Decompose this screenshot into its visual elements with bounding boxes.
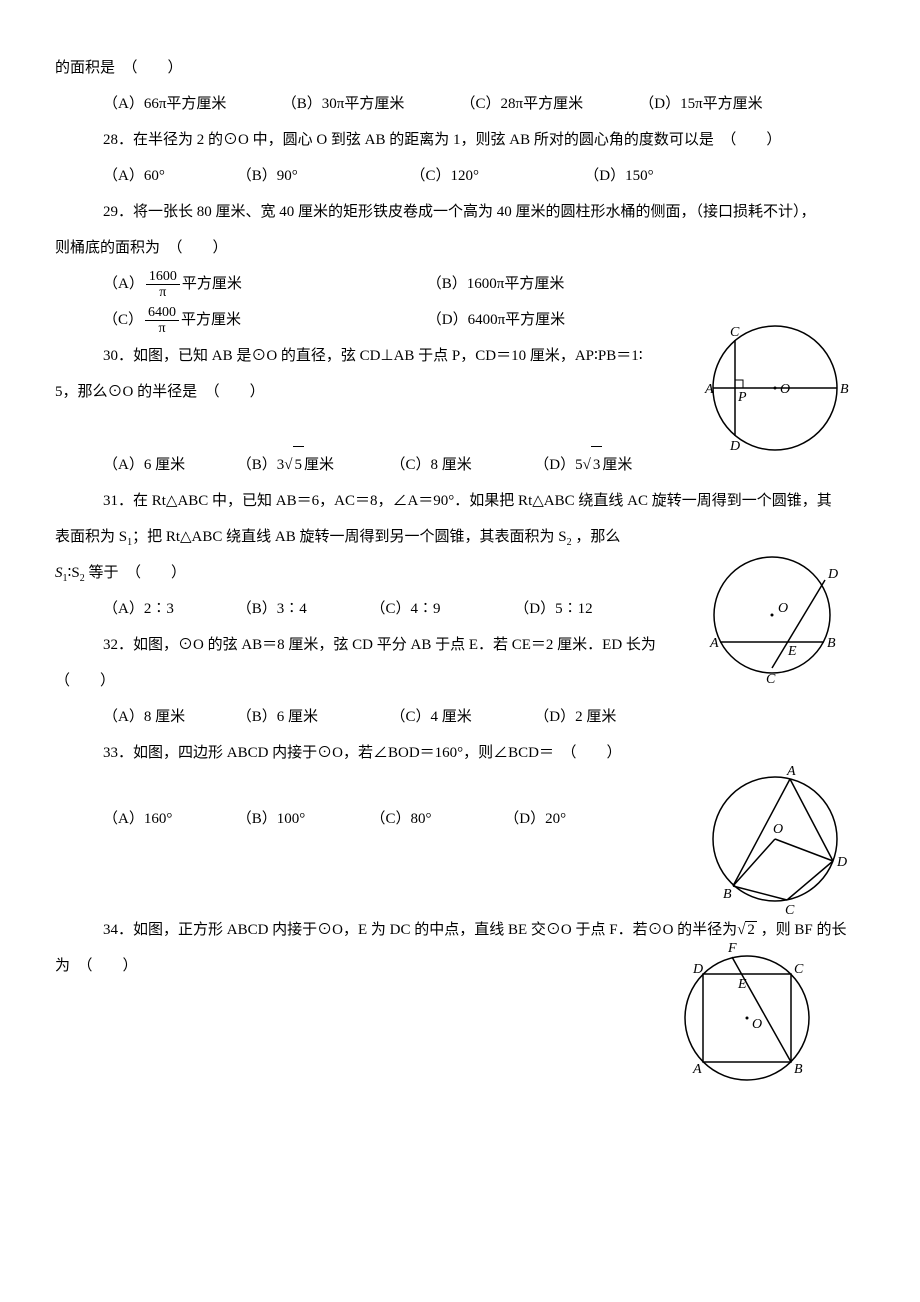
q31-opt-d: （D）5∶12 — [514, 591, 592, 627]
svg-text:B: B — [794, 1062, 803, 1077]
q32-options: （A）8 厘米 （B）6 厘米 （C）4 厘米 （D）2 厘米 — [55, 699, 865, 735]
q30-opt-c: （C）8 厘米 — [391, 447, 531, 483]
q30-d-pre: （D）5 — [534, 447, 582, 483]
svg-text:D: D — [827, 567, 838, 582]
q31-opt-c: （C）4∶9 — [371, 591, 511, 627]
q27-stem-tail: 的面积是 （ ） — [55, 50, 865, 86]
svg-text:O: O — [780, 382, 790, 397]
q30-figure: A B C D P O — [680, 318, 855, 477]
q29-c-den: π — [145, 321, 179, 336]
svg-text:A: A — [709, 636, 719, 651]
svg-text:C: C — [794, 962, 804, 977]
q27-opt-a: （A）66π平方厘米 — [103, 86, 278, 122]
q27-options: （A）66π平方厘米 （B）30π平方厘米 （C）28π平方厘米 （D）15π平… — [55, 86, 865, 122]
q34-rad: 2 — [745, 921, 757, 938]
q33-opt-c: （C）80° — [371, 801, 501, 837]
svg-text:B: B — [723, 887, 732, 902]
q29-a-pre: （A） — [103, 266, 144, 302]
svg-text:A: A — [692, 1062, 702, 1077]
q29-a-den: π — [146, 285, 180, 300]
q28-stem: 28．在半径为 2 的⊙O 中，圆心 O 到弦 AB 的距离为 1，则弦 AB … — [55, 122, 865, 158]
q32-figure: A B C D E O — [690, 550, 855, 704]
q31-s3-pre: S — [55, 565, 63, 581]
q31-opt-a: （A）2∶3 — [103, 591, 233, 627]
q29-c-num: 6400 — [145, 305, 179, 321]
svg-text:D: D — [692, 962, 703, 977]
q31-s2-pre: 表面积为 S — [55, 529, 127, 545]
q34-figure: A B C D E F O — [670, 938, 825, 1107]
svg-text:C: C — [730, 325, 740, 340]
svg-text:E: E — [787, 644, 797, 659]
q30-d-sqrt: 3 — [583, 446, 603, 483]
q30-b-rad: 5 — [293, 446, 305, 483]
q32-opt-d: （D）2 厘米 — [534, 699, 616, 735]
q28-opt-d: （D）150° — [584, 158, 653, 194]
q31-s3-post: 等于 （ ） — [85, 565, 186, 581]
svg-text:O: O — [778, 601, 788, 616]
q29-stem-line2: 则桶底的面积为 （ ） — [55, 230, 865, 266]
q31-stem-line1: 31．在 Rt△ABC 中，已知 AB＝6，AC＝8，∠A＝90°．如果把 Rt… — [55, 483, 865, 519]
svg-text:D: D — [729, 439, 740, 454]
q31-opt-b: （B）3∶4 — [237, 591, 367, 627]
svg-text:E: E — [737, 977, 747, 992]
q32-opt-c: （C）4 厘米 — [391, 699, 531, 735]
q33-opt-a: （A）160° — [103, 801, 233, 837]
q29-opt-d: （D）6400π平方厘米 — [427, 302, 565, 338]
q29-a-frac: 1600π — [146, 269, 180, 301]
q28-options: （A）60° （B）90° （C）120° （D）150° — [55, 158, 865, 194]
q30-opt-d: （D）53 厘米 — [534, 446, 632, 483]
q29-a-num: 1600 — [146, 269, 180, 285]
q33-figure: A B C D O — [695, 761, 855, 930]
q29-stem-line1: 29．将一张长 80 厘米、宽 40 厘米的矩形铁皮卷成一个高为 40 厘米的圆… — [55, 194, 865, 230]
q27-opt-c: （C）28π平方厘米 — [461, 86, 636, 122]
svg-text:O: O — [752, 1017, 762, 1032]
q31-s2-post: ，那么 — [572, 529, 621, 545]
svg-text:O: O — [773, 822, 783, 837]
q29-opt-a: （A）1600π 平方厘米 — [103, 266, 423, 302]
q28-opt-c: （C）120° — [411, 158, 581, 194]
q33-opt-b: （B）100° — [237, 801, 367, 837]
q29-a-post: 平方厘米 — [182, 266, 242, 302]
q28-opt-b: （B）90° — [237, 158, 407, 194]
q31-s2-mid: ；把 Rt△ABC 绕直线 AB 旋转一周得到另一个圆锥，其表面积为 S — [132, 529, 566, 545]
svg-text:A: A — [704, 382, 714, 397]
q29-opt-b: （B）1600π平方厘米 — [427, 266, 565, 302]
svg-text:D: D — [836, 855, 847, 870]
q30-opt-b: （B）35 厘米 — [237, 446, 387, 483]
svg-text:F: F — [727, 941, 737, 956]
q31-s3-mid: ∶S — [68, 565, 80, 581]
q32-opt-b: （B）6 厘米 — [237, 699, 387, 735]
q32-opt-a: （A）8 厘米 — [103, 699, 233, 735]
q29-opt-c: （C）6400π 平方厘米 — [103, 302, 423, 338]
q30-opt-a: （A）6 厘米 — [103, 447, 233, 483]
q33-opt-d: （D）20° — [504, 801, 566, 837]
q28-opt-a: （A）60° — [103, 158, 233, 194]
q29-c-pre: （C） — [103, 302, 143, 338]
svg-text:B: B — [840, 382, 849, 397]
svg-text:B: B — [827, 636, 836, 651]
q30-d-rad: 3 — [591, 446, 603, 483]
q34-s1-pre: 34．如图，正方形 ABCD 内接于⊙O，E 为 DC 的中点，直线 BE 交⊙… — [103, 922, 737, 938]
q27-opt-b: （B）30π平方厘米 — [282, 86, 457, 122]
q27-opt-d: （D）15π平方厘米 — [639, 86, 762, 122]
svg-text:C: C — [785, 903, 795, 916]
q29-c-post: 平方厘米 — [181, 302, 241, 338]
q29-options-row1: （A）1600π 平方厘米 （B）1600π平方厘米 — [55, 266, 865, 302]
q30-b-sqrt: 5 — [284, 446, 304, 483]
q30-d-post: 厘米 — [602, 447, 632, 483]
svg-text:A: A — [786, 764, 796, 779]
svg-text:P: P — [737, 390, 747, 405]
q29-c-frac: 6400π — [145, 305, 179, 337]
svg-text:C: C — [766, 672, 776, 687]
q30-b-pre: （B）3 — [237, 447, 285, 483]
q30-b-post: 厘米 — [304, 447, 334, 483]
